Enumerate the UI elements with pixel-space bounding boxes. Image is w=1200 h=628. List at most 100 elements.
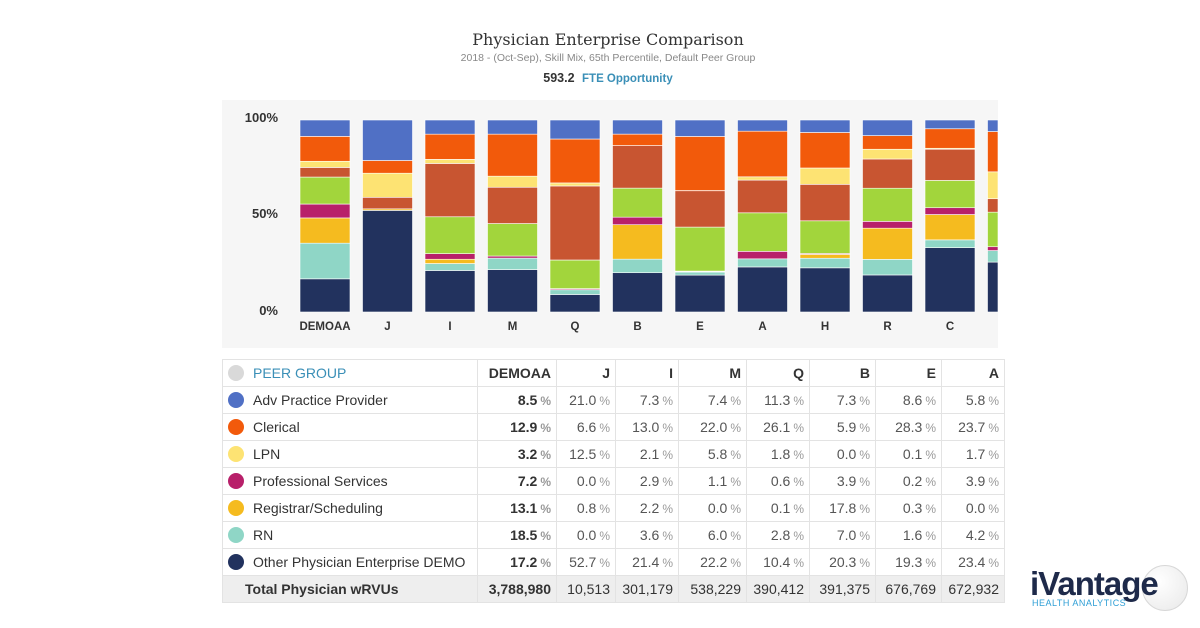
col-header[interactable]: DEMOAA (477, 359, 557, 387)
bar-segment[interactable] (612, 119, 663, 135)
bar-segment[interactable] (737, 251, 788, 260)
bar-segment[interactable] (424, 270, 476, 313)
bar-segment[interactable] (799, 167, 851, 185)
bar-segment[interactable] (424, 119, 476, 135)
bar-segment[interactable] (424, 258, 476, 264)
bar-segment[interactable] (799, 220, 851, 254)
bar-segment[interactable] (549, 259, 601, 289)
row-legend[interactable]: Other Physician Enterprise DEMO (222, 548, 478, 576)
bar-segment[interactable] (612, 224, 663, 260)
bar-segment[interactable] (424, 133, 476, 160)
bar-segment[interactable] (799, 119, 851, 133)
bar-segment[interactable] (862, 135, 913, 150)
bar-segment[interactable] (737, 119, 788, 132)
row-legend[interactable]: Clerical (222, 413, 478, 441)
peer-group-header[interactable]: PEER GROUP (222, 359, 478, 387)
bar-segment[interactable] (987, 171, 999, 200)
bar-segment[interactable] (799, 257, 851, 269)
bar-segment[interactable] (862, 119, 913, 136)
bar-segment[interactable] (862, 274, 913, 313)
bar-segment[interactable] (924, 247, 976, 313)
bar-segment[interactable] (549, 138, 601, 184)
bar-segment[interactable] (737, 258, 788, 268)
bar-segment[interactable] (549, 294, 601, 313)
bar-segment[interactable] (362, 160, 413, 174)
bar-segment[interactable] (924, 148, 976, 181)
bar-segment[interactable] (737, 179, 788, 214)
bar-segment[interactable] (674, 271, 726, 276)
bar-segment[interactable] (799, 132, 851, 169)
bar-segment[interactable] (299, 136, 351, 162)
bar-segment[interactable] (487, 269, 538, 313)
bar-segment[interactable] (487, 257, 538, 270)
bar-segment[interactable] (799, 254, 851, 259)
bar-segment[interactable] (737, 176, 788, 181)
row-legend[interactable]: Adv Practice Provider (222, 386, 478, 414)
bar-segment[interactable] (299, 176, 351, 205)
bar-segment[interactable] (487, 133, 538, 177)
bar-segment[interactable] (362, 119, 413, 161)
bar-segment[interactable] (924, 214, 976, 241)
bar-segment[interactable] (674, 274, 726, 313)
bar-segment[interactable] (987, 211, 999, 248)
bar-segment[interactable] (487, 119, 538, 135)
bar-segment[interactable] (799, 267, 851, 313)
col-header[interactable]: I (615, 359, 679, 387)
bar-segment[interactable] (549, 119, 601, 140)
bar-segment[interactable] (862, 259, 913, 276)
bar-segment[interactable] (862, 227, 913, 260)
bar-segment[interactable] (362, 197, 413, 210)
row-legend[interactable]: Registrar/Scheduling (222, 494, 478, 522)
bar-segment[interactable] (674, 136, 726, 191)
bar-segment[interactable] (862, 221, 913, 229)
bar-segment[interactable] (549, 185, 601, 261)
row-legend[interactable]: LPN (222, 440, 478, 468)
bar-segment[interactable] (612, 258, 663, 274)
bar-segment[interactable] (299, 278, 351, 313)
bar-segment[interactable] (549, 182, 601, 187)
bar-segment[interactable] (612, 216, 663, 226)
bar-segment[interactable] (799, 184, 851, 222)
row-legend[interactable]: Professional Services (222, 467, 478, 495)
row-legend[interactable]: RN (222, 521, 478, 549)
bar-segment[interactable] (674, 190, 726, 228)
bar-segment[interactable] (674, 226, 726, 272)
bar-segment[interactable] (987, 246, 999, 251)
bar-segment[interactable] (924, 119, 976, 130)
bar-segment[interactable] (487, 175, 538, 188)
bar-segment[interactable] (737, 212, 788, 252)
bar-segment[interactable] (987, 250, 999, 263)
bar-segment[interactable] (299, 160, 351, 168)
bar-segment[interactable] (487, 186, 538, 224)
bar-segment[interactable] (424, 216, 476, 254)
bar-segment[interactable] (549, 289, 601, 295)
bar-segment[interactable] (299, 217, 351, 244)
col-header[interactable]: M (678, 359, 747, 387)
col-header[interactable]: A (941, 359, 1005, 387)
bar-segment[interactable] (362, 172, 413, 198)
bar-segment[interactable] (612, 272, 663, 313)
bar-segment[interactable] (924, 207, 976, 215)
bar-segment[interactable] (987, 131, 999, 173)
bar-segment[interactable] (987, 119, 999, 132)
bar-segment[interactable] (987, 198, 999, 213)
fte-label[interactable]: FTE Opportunity (582, 73, 673, 85)
col-header[interactable]: Q (746, 359, 810, 387)
bar-segment[interactable] (424, 159, 476, 164)
bar-segment[interactable] (862, 158, 913, 189)
col-header[interactable]: J (556, 359, 616, 387)
bar-segment[interactable] (487, 255, 538, 259)
bar-segment[interactable] (612, 187, 663, 218)
bar-segment[interactable] (299, 119, 351, 137)
col-header[interactable]: B (809, 359, 876, 387)
bar-segment[interactable] (924, 239, 976, 248)
bar-segment[interactable] (862, 148, 913, 160)
col-header[interactable]: E (875, 359, 942, 387)
bar-segment[interactable] (299, 203, 351, 219)
bar-segment[interactable] (362, 210, 413, 313)
bar-segment[interactable] (424, 263, 476, 271)
bar-segment[interactable] (299, 167, 351, 178)
bar-segment[interactable] (987, 261, 999, 313)
bar-segment[interactable] (299, 242, 351, 280)
bar-segment[interactable] (424, 163, 476, 218)
